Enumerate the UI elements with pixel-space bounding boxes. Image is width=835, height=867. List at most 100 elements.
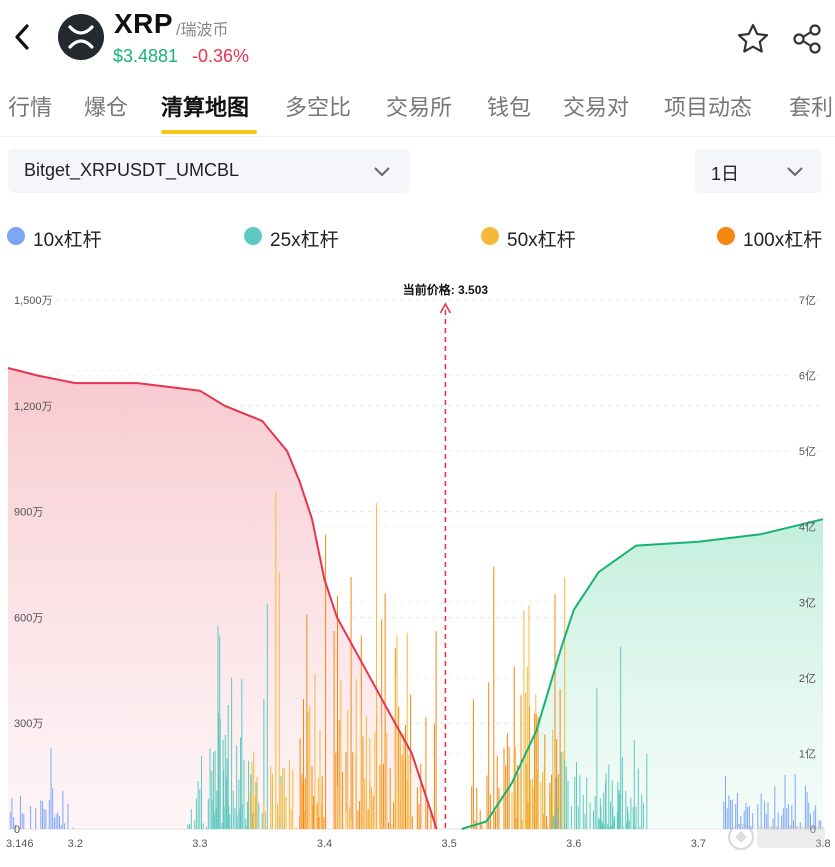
tab-project-news[interactable]: 项目动态 (664, 95, 753, 120)
pair-select[interactable]: Bitget_XRPUSDT_UMCBL (8, 149, 410, 193)
watermark-logo (728, 824, 825, 850)
liquidation-bar (427, 804, 429, 829)
liquidation-bar (67, 803, 69, 829)
liquidation-bar (398, 789, 400, 829)
liquidation-bar (416, 787, 418, 829)
tab-liquidation-map[interactable]: 清算地图 (161, 95, 250, 120)
liquidation-bar (64, 823, 66, 829)
liquidation-bar (314, 673, 316, 829)
liquidation-bar (323, 816, 325, 829)
liquidation-bar (542, 772, 544, 829)
legend-label-25x: 25x杠杆 (270, 230, 339, 251)
liquidation-bar (219, 635, 221, 829)
liquidation-bar (335, 752, 337, 829)
liquidation-bar (211, 771, 213, 829)
liquidation-bar (567, 780, 569, 829)
cumulative-lines (7, 367, 824, 830)
x-tick-label: 3.146 (6, 838, 34, 850)
liquidation-bar (338, 816, 340, 829)
coin-symbol: XRP (114, 8, 174, 39)
liquidation-bar (646, 754, 648, 829)
x-tick-label: 3.3 (192, 838, 207, 850)
liquidation-bar (605, 772, 607, 829)
liquidation-bar (256, 776, 258, 829)
liquidation-bar (619, 793, 621, 829)
liquidation-bar (396, 635, 398, 829)
liquidation-bar (399, 730, 401, 829)
tab-arbitrage[interactable]: 套利 (789, 95, 834, 120)
share-icon[interactable] (790, 22, 824, 56)
liquidation-bar (488, 682, 490, 829)
liquidation-bar (52, 788, 54, 829)
liquidation-bar (610, 801, 611, 829)
legend-25x[interactable]: 25x杠杆 (244, 224, 354, 251)
tab-exchanges[interactable]: 交易所 (386, 95, 453, 120)
liquidation-bar (371, 786, 372, 829)
legend-dot-100x (717, 227, 735, 245)
liquidation-bar (616, 811, 618, 829)
liquidation-bar (14, 824, 16, 829)
liquidation-bar (777, 812, 779, 829)
liquidation-bar (472, 699, 474, 829)
liquidation-bar (222, 739, 224, 829)
liquidation-bar (556, 739, 558, 829)
tab-wallets[interactable]: 钱包 (487, 95, 532, 120)
liquidation-bar (240, 737, 242, 829)
liquidation-bar (550, 795, 552, 829)
liquidation-bar (534, 713, 536, 829)
liquidation-bar (62, 790, 64, 829)
back-arrow-icon[interactable] (10, 22, 36, 52)
liquidation-bar (789, 825, 791, 829)
liquidation-bar (239, 808, 241, 829)
liquidation-bar (214, 812, 216, 829)
liquidation-bar (600, 806, 602, 829)
liquidation-bar (559, 689, 561, 829)
liquidation-bar (266, 827, 268, 829)
liquidation-bar (562, 751, 564, 829)
liquidation-bar (405, 725, 406, 829)
star-icon[interactable] (736, 22, 770, 56)
y-left-tick-label: 300万 (14, 718, 43, 730)
period-select[interactable]: 1日 (695, 149, 822, 193)
legend-100x[interactable]: 100x杠杆 (717, 224, 827, 251)
xrp-logo (58, 14, 104, 60)
liquidation-bar (576, 762, 577, 829)
liquidation-bar (388, 822, 389, 829)
liquidation-bar (820, 820, 822, 829)
liquidation-bar (352, 752, 354, 829)
liquidation-bar (11, 797, 13, 829)
liquidation-bar (271, 773, 273, 829)
liquidation-bar (410, 694, 412, 829)
legend-10x[interactable]: 10x杠杆 (7, 224, 117, 251)
liquidation-bar (523, 610, 525, 829)
liquidation-bar (199, 789, 201, 829)
liquidation-bar (410, 773, 412, 829)
liquidation-bar (337, 596, 338, 829)
liquidation-bar (72, 827, 74, 829)
liquidation-bar (537, 770, 538, 829)
liquidation-bar (552, 729, 554, 829)
liquidation-bar (35, 808, 37, 829)
liquidation-bar (603, 792, 605, 829)
legend-50x[interactable]: 50x杠杆 (481, 224, 591, 251)
current-price-label: 当前价格: 3.503 (403, 282, 489, 297)
tab-trading-pairs[interactable]: 交易对 (563, 95, 630, 120)
liquidation-bar (618, 790, 620, 829)
liquidation-bar (552, 815, 554, 829)
liquidation-bar (760, 793, 762, 829)
liquidation-bar (381, 724, 383, 829)
liquidation-bar (224, 735, 226, 829)
tab-market[interactable]: 行情 (8, 95, 53, 120)
liquidation-bar (476, 787, 478, 829)
long-cumulative-area (461, 519, 823, 829)
liquidation-bar (391, 824, 393, 829)
tab-long-short-ratio[interactable]: 多空比 (285, 95, 352, 120)
liquidation-bar (372, 815, 374, 829)
liquidation-bar (549, 782, 551, 829)
liquidation-bar (307, 711, 309, 829)
active-tab-indicator (161, 130, 257, 134)
liquidation-bar (560, 752, 562, 829)
tab-liquidations[interactable]: 爆仓 (84, 95, 129, 120)
liquidation-bar (627, 812, 629, 829)
liquidation-bar (245, 818, 247, 829)
